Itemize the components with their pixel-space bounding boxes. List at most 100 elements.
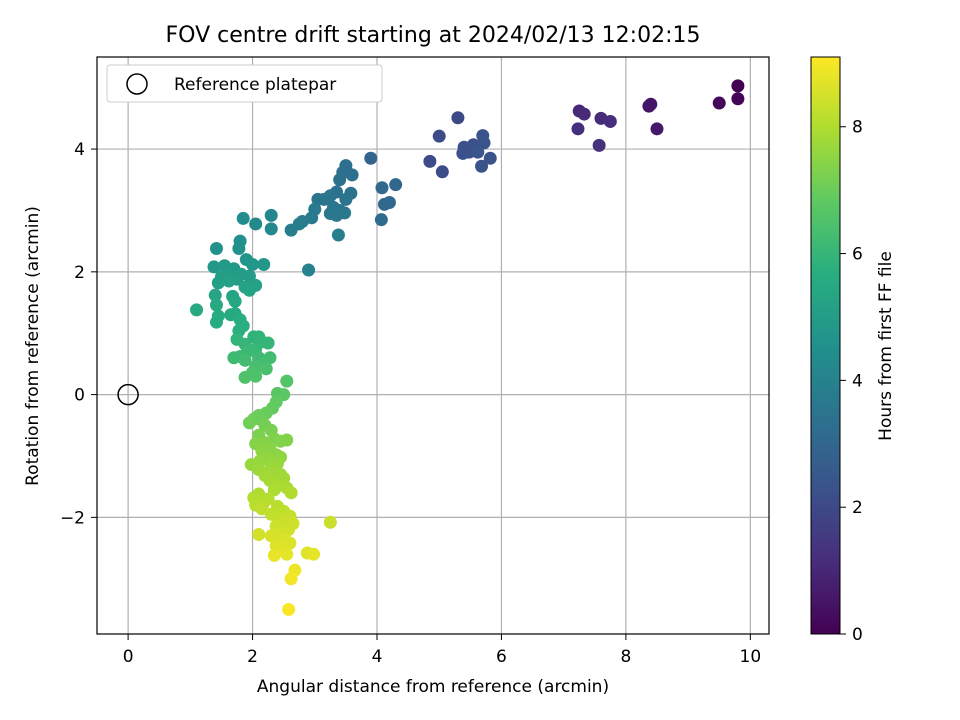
data-point — [228, 294, 242, 308]
data-point — [471, 145, 485, 159]
colorbar-label: Hours from first FF file — [876, 251, 896, 441]
x-axis-label: Angular distance from reference (arcmin) — [257, 677, 609, 697]
x-tick-label: 2 — [247, 647, 258, 667]
data-point — [238, 353, 252, 367]
plot-frame — [96, 56, 770, 635]
y-axis-label: Rotation from reference (arcmin) — [23, 206, 43, 486]
data-point — [267, 548, 281, 562]
data-point — [603, 114, 617, 128]
data-point — [207, 260, 221, 274]
data-points — [190, 79, 745, 616]
data-point — [280, 547, 294, 561]
data-point — [423, 154, 437, 168]
data-point — [451, 111, 465, 125]
data-point — [712, 96, 726, 110]
data-point — [232, 242, 246, 256]
data-point — [242, 269, 256, 283]
data-point — [274, 434, 288, 448]
colorbar-tick-label: 8 — [852, 118, 863, 138]
data-point — [333, 173, 347, 187]
data-point — [246, 257, 260, 271]
data-point — [284, 223, 298, 237]
data-point — [323, 515, 337, 529]
data-point — [571, 122, 585, 136]
grid — [97, 57, 769, 634]
data-point — [435, 165, 449, 179]
data-point — [302, 263, 316, 277]
y-tick-label: −2 — [60, 508, 85, 528]
x-tick-label: 0 — [123, 647, 134, 667]
data-point — [261, 336, 275, 350]
colorbar-tick-label: 6 — [852, 245, 863, 265]
data-point — [311, 192, 325, 206]
data-point — [389, 178, 403, 192]
data-point — [364, 151, 378, 165]
data-point — [642, 99, 656, 113]
x-tick-label: 4 — [372, 647, 383, 667]
data-point — [382, 195, 396, 209]
data-point — [208, 288, 222, 302]
data-point — [209, 242, 223, 256]
y-tick-label: 2 — [74, 263, 85, 283]
data-point — [577, 107, 591, 121]
x-tick-label: 10 — [740, 647, 762, 667]
colorbar-ticks: 0 2 4 6 8 — [840, 118, 863, 645]
data-point — [307, 547, 321, 561]
data-point — [345, 168, 359, 182]
data-point — [592, 138, 606, 152]
data-point — [209, 315, 223, 329]
data-point — [456, 146, 470, 160]
legend-marker — [126, 73, 148, 95]
colorbar: 0 2 4 6 8 Hours from first FF file — [810, 56, 896, 645]
data-point — [282, 523, 296, 537]
y-axis-ticks: −2 0 2 4 — [60, 140, 97, 528]
data-point — [211, 276, 225, 290]
data-point — [236, 211, 250, 225]
data-point — [731, 92, 745, 106]
colorbar-gradient — [810, 56, 841, 635]
data-point — [259, 362, 273, 376]
data-point — [257, 257, 271, 271]
data-point — [284, 572, 298, 586]
data-point — [375, 181, 389, 195]
data-point — [330, 208, 344, 222]
data-point — [252, 528, 266, 542]
data-point — [249, 369, 263, 383]
data-point — [267, 483, 281, 497]
colorbar-tick-label: 4 — [852, 371, 863, 391]
legend: Reference platepar — [106, 64, 383, 103]
data-point — [264, 222, 278, 236]
data-point — [282, 602, 296, 616]
data-point — [339, 192, 353, 206]
y-tick-label: 4 — [74, 140, 85, 160]
colorbar-tick-label: 0 — [852, 625, 863, 645]
data-point — [331, 228, 345, 242]
legend-box — [106, 64, 383, 103]
data-point — [483, 151, 497, 165]
y-tick-label: 0 — [74, 386, 85, 406]
x-tick-label: 6 — [496, 647, 507, 667]
data-point — [227, 351, 241, 365]
reference-platepar-marker — [117, 383, 139, 406]
data-point — [475, 159, 489, 173]
data-point — [238, 370, 252, 384]
data-point — [432, 129, 446, 143]
data-point — [209, 298, 223, 312]
data-point — [242, 416, 256, 430]
data-point — [280, 374, 294, 388]
data-point — [731, 79, 745, 93]
x-tick-label: 8 — [620, 647, 631, 667]
data-point — [249, 217, 263, 231]
data-point — [190, 303, 204, 317]
data-point — [477, 136, 491, 150]
data-point — [242, 283, 256, 297]
data-point — [650, 122, 664, 136]
x-axis-ticks: 0 2 4 6 8 10 — [123, 634, 761, 667]
data-point — [284, 486, 298, 500]
data-point — [374, 213, 388, 227]
chart-title: FOV centre drift starting at 2024/02/13 … — [166, 23, 701, 48]
colorbar-tick-label: 2 — [852, 498, 863, 518]
data-point — [264, 208, 278, 222]
legend-label: Reference platepar — [174, 75, 336, 95]
